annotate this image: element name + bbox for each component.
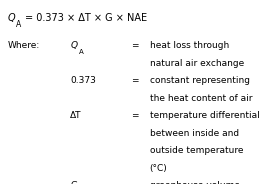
Text: 0.373: 0.373: [70, 76, 96, 85]
Text: outside temperature: outside temperature: [150, 146, 243, 155]
Text: the heat content of air: the heat content of air: [150, 94, 252, 103]
Text: A: A: [16, 20, 22, 29]
Text: greenhouse volume: greenhouse volume: [150, 181, 240, 184]
Text: temperature differential: temperature differential: [150, 111, 259, 120]
Text: constant representing: constant representing: [150, 76, 250, 85]
Text: =: =: [131, 41, 139, 50]
Text: ΔT: ΔT: [70, 111, 82, 120]
Text: =: =: [131, 76, 139, 85]
Text: =: =: [131, 111, 139, 120]
Text: Where:: Where:: [8, 41, 40, 50]
Text: =: =: [131, 181, 139, 184]
Text: Q: Q: [70, 41, 77, 50]
Text: heat loss through: heat loss through: [150, 41, 229, 50]
Text: G: G: [70, 181, 77, 184]
Text: (°C): (°C): [150, 164, 167, 173]
Text: = 0.373 × ΔT × G × NAE: = 0.373 × ΔT × G × NAE: [25, 13, 147, 23]
Text: natural air exchange: natural air exchange: [150, 59, 244, 68]
Text: between inside and: between inside and: [150, 129, 239, 138]
Text: Q: Q: [8, 13, 16, 23]
Text: A: A: [79, 49, 83, 55]
